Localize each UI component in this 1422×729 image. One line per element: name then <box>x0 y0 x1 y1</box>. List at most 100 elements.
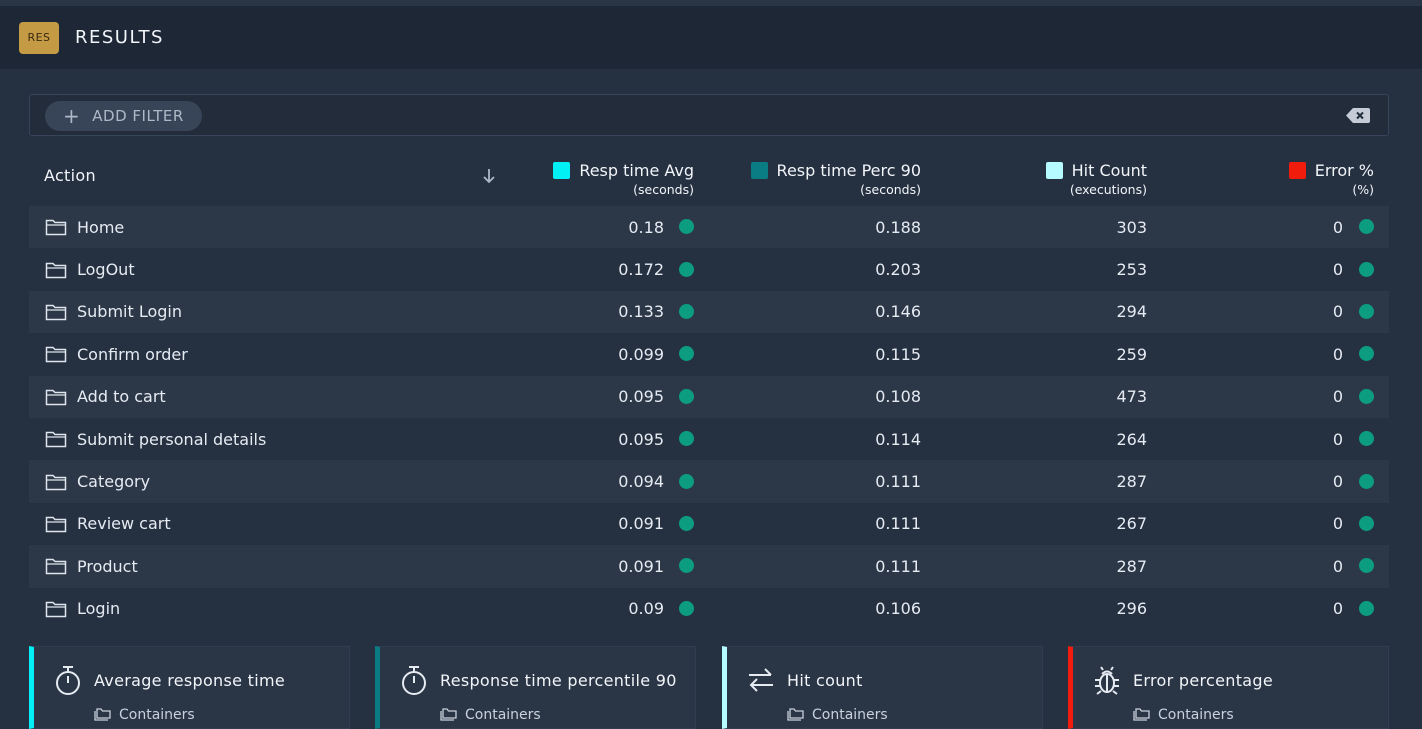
card-average-response-time[interactable]: Average response time Containers <box>29 646 350 729</box>
resp-avg-value: 0.095 <box>618 429 664 449</box>
action-cell[interactable]: Product <box>45 545 138 587</box>
table-row[interactable]: Product 0.091 0.111 287 0 <box>29 545 1389 588</box>
card-subtitle-label: Containers <box>465 707 541 723</box>
column-header-resp-p90[interactable]: Resp time Perc 90 (seconds) <box>750 161 921 197</box>
action-cell[interactable]: Login <box>45 588 120 630</box>
results-badge: RES <box>19 21 59 54</box>
resp-avg-value: 0.133 <box>618 302 664 322</box>
card-title: Average response time <box>94 671 285 690</box>
column-error-label: Error % <box>1314 161 1374 180</box>
resp-avg-value: 0.091 <box>618 514 664 534</box>
resp-avg-value: 0.091 <box>618 556 664 576</box>
containers-icon <box>1133 708 1150 721</box>
error-status-dot <box>1359 303 1374 319</box>
action-cell[interactable]: Home <box>45 206 124 248</box>
action-cell[interactable]: Submit Login <box>45 291 182 333</box>
bug-icon <box>1095 666 1119 695</box>
error-value: 0 <box>1332 217 1343 237</box>
error-value: 0 <box>1332 429 1343 449</box>
error-value: 0 <box>1332 387 1343 407</box>
resp-avg-value: 0.095 <box>618 387 664 407</box>
hit-count-value: 267 <box>1116 514 1147 534</box>
column-header-resp-avg[interactable]: Resp time Avg (seconds) <box>553 161 694 197</box>
resp-avg-swatch <box>553 162 571 179</box>
resp-avg-status-dot <box>679 388 694 404</box>
resp-avg-value: 0.18 <box>628 217 664 237</box>
folder-icon <box>45 389 67 405</box>
column-header-error[interactable]: Error % (%) <box>1288 161 1374 197</box>
card-subtitle: Containers <box>440 707 541 723</box>
hit-count-value: 296 <box>1116 599 1147 619</box>
table-row[interactable]: Review cart 0.091 0.111 267 0 <box>29 502 1389 546</box>
table-header: Action Resp time Avg (seconds) Resp time… <box>29 150 1389 206</box>
folder-icon <box>45 431 67 448</box>
resp-p90-value: 0.115 <box>875 344 921 364</box>
action-cell[interactable]: Review cart <box>45 503 171 545</box>
column-hit-count-unit: (executions) <box>1069 182 1147 197</box>
action-cell[interactable]: Add to cart <box>45 376 166 418</box>
hit-count-value: 287 <box>1116 556 1147 576</box>
results-table: Action Resp time Avg (seconds) Resp time… <box>29 150 1389 630</box>
table-body: Home 0.18 0.188 303 0 LogOut 0.172 0.203 253 0 Sub… <box>29 206 1389 630</box>
folder-icon <box>45 262 67 278</box>
resp-avg-value: 0.172 <box>618 260 664 280</box>
card-title: Hit count <box>787 671 863 690</box>
error-value: 0 <box>1332 514 1343 534</box>
resp-p90-swatch <box>750 162 768 179</box>
resp-p90-value: 0.111 <box>875 514 921 534</box>
table-row[interactable]: Submit Login 0.133 0.146 294 0 <box>29 290 1389 334</box>
column-resp-avg-unit: (seconds) <box>633 182 694 197</box>
error-value: 0 <box>1332 260 1343 280</box>
column-header-hit-count[interactable]: Hit Count (executions) <box>1045 161 1147 197</box>
hit-count-value: 294 <box>1116 302 1147 322</box>
table-row[interactable]: LogOut 0.172 0.203 253 0 <box>29 248 1389 291</box>
resp-avg-value: 0.094 <box>618 472 664 492</box>
filter-bar[interactable]: + ADD FILTER <box>29 94 1389 136</box>
resp-p90-value: 0.114 <box>875 429 921 449</box>
error-value: 0 <box>1332 472 1343 492</box>
resp-avg-value: 0.099 <box>618 344 664 364</box>
column-resp-p90-unit: (seconds) <box>860 182 921 197</box>
action-name: Review cart <box>77 514 171 534</box>
table-row[interactable]: Confirm order 0.099 0.115 259 0 <box>29 333 1389 376</box>
table-row[interactable]: Submit personal details 0.095 0.114 264 0 <box>29 417 1389 461</box>
column-resp-p90-label: Resp time Perc 90 <box>776 161 921 180</box>
action-cell[interactable]: Category <box>45 460 150 502</box>
table-row[interactable]: Category 0.094 0.111 287 0 <box>29 460 1389 503</box>
add-filter-button[interactable]: + ADD FILTER <box>45 101 202 131</box>
card-response-time-percentile-90[interactable]: Response time percentile 90 Containers <box>375 646 696 729</box>
table-row[interactable]: Add to cart 0.095 0.108 473 0 <box>29 375 1389 418</box>
sort-descending-icon[interactable] <box>481 167 497 185</box>
resp-avg-value: 0.09 <box>628 599 664 619</box>
table-row[interactable]: Login 0.09 0.106 296 0 <box>29 587 1389 630</box>
stopwatch-icon <box>56 666 80 695</box>
error-swatch <box>1288 162 1306 179</box>
card-title: Error percentage <box>1133 671 1273 690</box>
resp-p90-value: 0.146 <box>875 302 921 322</box>
card-subtitle: Containers <box>787 707 888 723</box>
card-subtitle-label: Containers <box>119 707 195 723</box>
action-cell[interactable]: Submit personal details <box>45 418 266 460</box>
column-header-action[interactable]: Action <box>44 166 96 185</box>
error-value: 0 <box>1332 344 1343 364</box>
table-row[interactable]: Home 0.18 0.188 303 0 <box>29 206 1389 249</box>
card-hit-count[interactable]: Hit count Containers <box>722 646 1043 729</box>
resp-p90-value: 0.111 <box>875 556 921 576</box>
clear-filter-icon[interactable] <box>1346 108 1370 123</box>
action-name: Submit Login <box>77 302 183 322</box>
page-header: RES RESULTS <box>0 6 1422 69</box>
resp-p90-value: 0.106 <box>875 599 921 619</box>
card-title: Response time percentile 90 <box>440 671 677 690</box>
containers-icon <box>440 708 457 721</box>
card-error-percentage[interactable]: Error percentage Containers <box>1068 646 1389 729</box>
action-cell[interactable]: LogOut <box>45 248 135 290</box>
folder-icon <box>45 559 67 575</box>
action-cell[interactable]: Confirm order <box>45 333 188 375</box>
resp-avg-status-dot <box>679 600 694 616</box>
stopwatch-icon <box>402 666 426 695</box>
error-value: 0 <box>1332 556 1343 576</box>
action-name: Add to cart <box>77 387 166 407</box>
folder-icon <box>45 219 67 236</box>
error-status-dot <box>1359 473 1374 489</box>
action-name: Home <box>77 217 125 237</box>
